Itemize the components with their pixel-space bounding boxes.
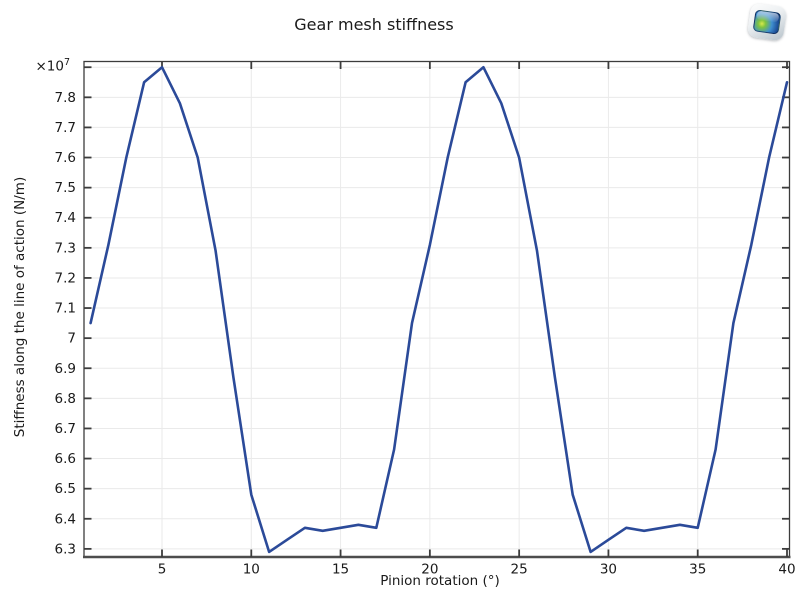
x-axis-title: Pinion rotation (°) <box>380 573 500 589</box>
series-line <box>89 65 789 554</box>
y-tick-label: 6.6 <box>55 451 76 467</box>
y-tick-label: 6.3 <box>55 541 76 557</box>
y-tick-label: 7.6 <box>55 150 76 166</box>
y-tick-label: 7.7 <box>55 120 76 136</box>
y-tick-label: 6.8 <box>55 391 76 407</box>
chart-title: Gear mesh stiffness <box>294 15 454 34</box>
y-axis-multiplier: ×107 <box>0 57 70 75</box>
x-tick-label: 20 <box>421 562 438 578</box>
y-tick-label: 7.3 <box>55 240 76 256</box>
y-tick-label: 6.9 <box>55 361 76 377</box>
tick-labels: 5 10 15 20 25 30 35 40 6.3 6.4 6.5 6.6 6.7 6.8 6.9 7 7.1… <box>55 90 796 578</box>
y-axis-multiplier-exponent: 7 <box>63 57 70 68</box>
y-tick-label: 7.4 <box>55 210 76 226</box>
grid-lines <box>84 61 790 557</box>
y-tick-label: 6.5 <box>55 481 76 497</box>
y-tick-label: 7.1 <box>55 301 76 317</box>
y-tick-label: 6.4 <box>55 511 76 527</box>
x-tick-label: 35 <box>689 562 706 578</box>
tick-marks <box>84 61 790 557</box>
y-tick-label: 7.5 <box>55 180 76 196</box>
y-axis-multiplier-base: ×10 <box>35 58 64 75</box>
comsol-logo-icon <box>746 2 789 43</box>
y-tick-label: 7 <box>67 331 76 347</box>
y-tick-label: 7.8 <box>55 90 76 106</box>
x-tick-label: 25 <box>511 562 528 578</box>
x-tick-label: 10 <box>243 562 260 578</box>
x-tick-label: 15 <box>332 562 349 578</box>
x-tick-label: 40 <box>778 562 795 578</box>
x-tick-label: 30 <box>600 562 617 578</box>
x-tick-label: 5 <box>158 562 167 578</box>
y-tick-label: 7.2 <box>55 270 76 286</box>
axis-frame <box>83 60 791 559</box>
y-tick-label: 6.7 <box>55 421 76 437</box>
